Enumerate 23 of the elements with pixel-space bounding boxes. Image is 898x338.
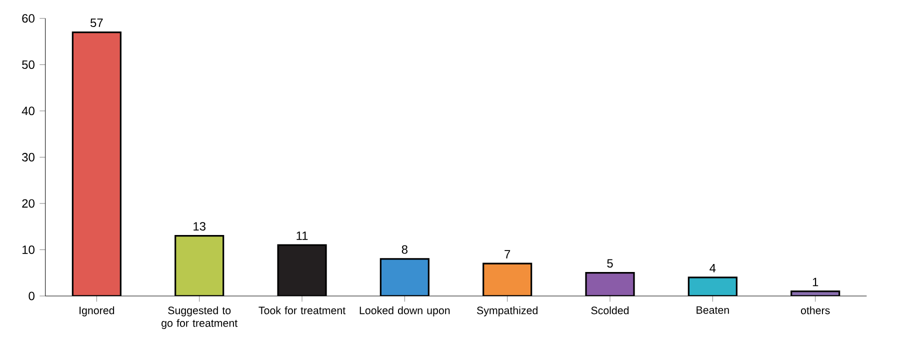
data-label: 5 [607, 259, 613, 268]
x-tick-label: Sympathized [476, 306, 538, 316]
data-label: 1 [812, 278, 818, 286]
y-tick-label: 60 [22, 14, 34, 23]
x-tick-label: others [800, 306, 830, 314]
x-tick-label: Took for treatment [258, 306, 346, 314]
y-tick-label: 0 [28, 292, 34, 300]
data-label: 57 [90, 18, 103, 28]
x-tick-label: Ignored [80, 306, 114, 316]
x-tick-label: Scolded [591, 306, 629, 314]
y-tick-label: 10 [22, 245, 34, 254]
x-tick-label: Looked down upon [360, 306, 450, 316]
data-label: 4 [710, 264, 716, 272]
x-tick-label: Suggested to go for treatment [162, 306, 238, 329]
y-tick-label: 30 [22, 152, 34, 162]
y-tick-label: 20 [22, 199, 34, 208]
x-tick-label: Beaten [696, 306, 729, 314]
data-label: 13 [194, 222, 206, 231]
data-label: 8 [402, 245, 408, 254]
data-label: 7 [504, 250, 510, 258]
data-label: 11 [296, 232, 308, 240]
y-tick-label: 40 [22, 106, 34, 116]
y-tick-label: 50 [22, 60, 34, 69]
